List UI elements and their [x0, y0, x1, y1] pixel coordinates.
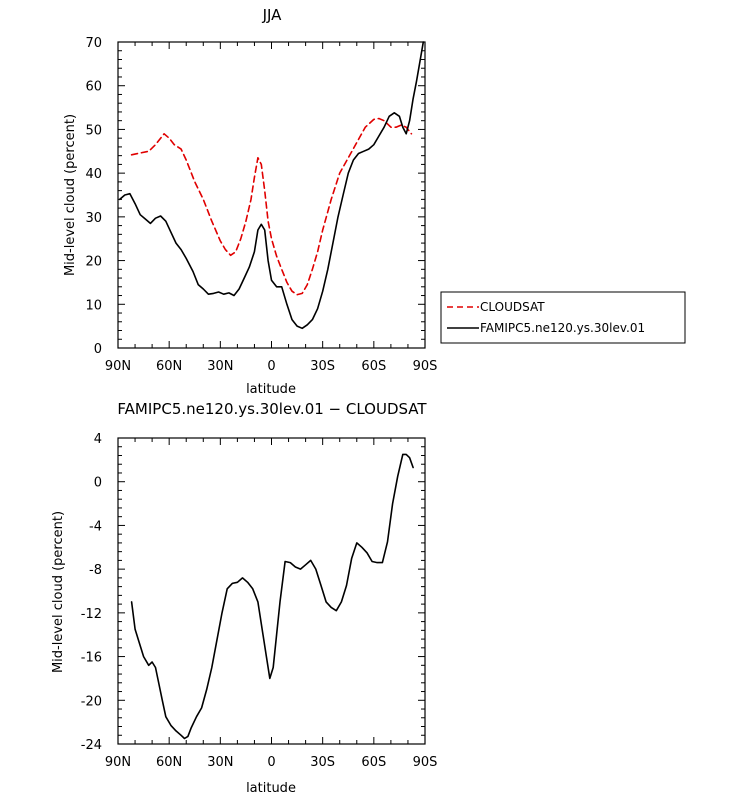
- plot-frame: [117, 437, 426, 745]
- x-tick-label: 30S: [310, 359, 335, 374]
- x-axis-label: latitude: [246, 781, 296, 796]
- y-tick-label: 70: [85, 36, 102, 51]
- x-tick-label: 90S: [413, 359, 438, 374]
- x-tick-label: 60S: [361, 359, 386, 374]
- legend-label-famipc5: FAMIPC5.ne120.ys.30lev.01: [480, 321, 645, 335]
- y-tick-label: 50: [85, 123, 102, 138]
- x-axis-label: latitude: [246, 382, 296, 397]
- legend-label-cloudsat: CLOUDSAT: [480, 300, 545, 314]
- y-tick-label: -16: [81, 651, 102, 666]
- top-panel-jja: JJA 90N 60N 30N 0 30S 60S 90S 0 10 20 30 40 50 60 70 l…: [63, 6, 686, 397]
- x-tick-label: 30S: [310, 755, 335, 770]
- y-tick-label: -8: [89, 563, 102, 578]
- tick-marks: 90N 60N 30N 0 30S 60S 90S 0 10 20 30 40 50 60 70: [85, 36, 437, 374]
- bottom-panel-difference: FAMIPC5.ne120.ys.30lev.01 − CLOUDSAT 90N…: [51, 400, 437, 796]
- x-tick-label: 30N: [207, 359, 233, 374]
- chart-title: JJA: [262, 6, 283, 24]
- x-tick-label: 60N: [156, 359, 182, 374]
- y-tick-label: 0: [94, 342, 102, 357]
- x-tick-label: 60S: [361, 755, 386, 770]
- series-line-famipc5-ne120-ys-30lev-01: [118, 41, 425, 330]
- y-tick-label: 30: [85, 211, 102, 226]
- chart-title-difference: FAMIPC5.ne120.ys.30lev.01 − CLOUDSAT: [117, 400, 427, 418]
- y-tick-label: 20: [85, 255, 102, 270]
- y-tick-label: -4: [89, 519, 102, 534]
- legend-box: [440, 291, 686, 344]
- y-axis-label: Mid-level cloud (percent): [63, 114, 78, 276]
- y-tick-label: 40: [85, 167, 102, 182]
- series-lines: [118, 41, 425, 330]
- series-line-cloudsat: [130, 117, 413, 296]
- x-tick-label: 60N: [156, 755, 182, 770]
- y-tick-label: -20: [81, 694, 102, 709]
- y-tick-label: 0: [94, 476, 102, 491]
- legend: CLOUDSAT FAMIPC5.ne120.ys.30lev.01: [440, 291, 686, 344]
- series-lines: [130, 453, 414, 740]
- plot-frame: [117, 41, 426, 349]
- y-tick-label: 10: [85, 298, 102, 313]
- x-tick-label: 90S: [413, 755, 438, 770]
- x-tick-label: 30N: [207, 755, 233, 770]
- series-line-difference: [130, 453, 414, 740]
- x-tick-label: 0: [267, 359, 275, 374]
- y-tick-label: 4: [94, 432, 102, 447]
- y-tick-label: -12: [81, 607, 102, 622]
- y-tick-label: -24: [81, 738, 102, 753]
- x-tick-label: 0: [267, 755, 275, 770]
- y-axis-label: Mid-level cloud (percent): [51, 511, 66, 673]
- x-tick-label: 90N: [105, 755, 131, 770]
- x-tick-label: 90N: [105, 359, 131, 374]
- tick-marks: 90N 60N 30N 0 30S 60S 90S -24 -20 -16 -12 -8 -4 0 4: [81, 432, 438, 770]
- y-tick-label: 60: [85, 80, 102, 95]
